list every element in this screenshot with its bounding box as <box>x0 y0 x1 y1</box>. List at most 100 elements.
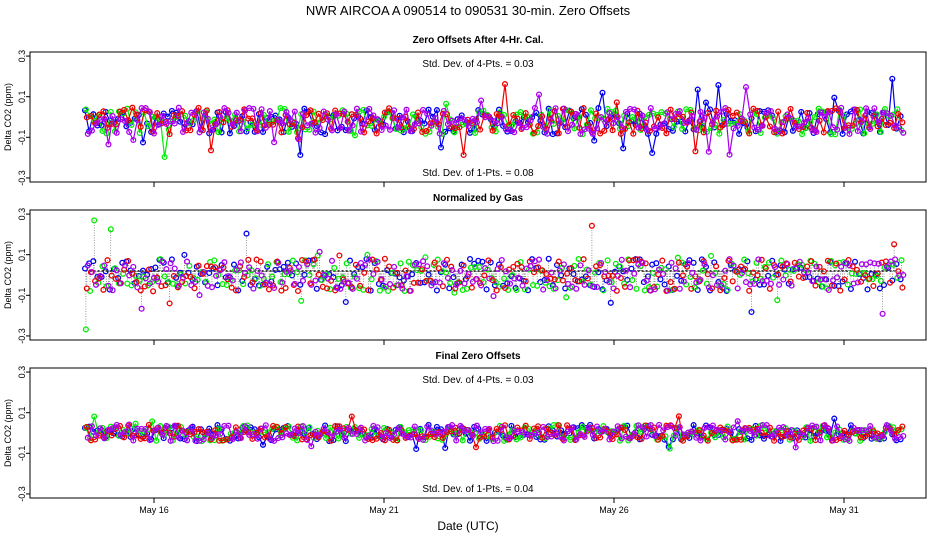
data-point <box>664 109 671 116</box>
data-point <box>342 438 349 445</box>
data-point <box>817 437 824 444</box>
data-point <box>322 435 330 442</box>
data-point <box>460 151 467 159</box>
data-point <box>680 278 687 285</box>
data-point <box>639 112 646 119</box>
data-point <box>306 424 313 431</box>
data-point <box>659 432 666 439</box>
plot-frame <box>29 367 927 499</box>
data-point <box>564 428 572 435</box>
data-point <box>498 113 505 121</box>
data-point <box>125 257 132 265</box>
data-point <box>444 274 451 282</box>
data-point <box>457 267 464 274</box>
y-tick-label: -0.1 <box>17 446 27 462</box>
data-point <box>569 424 576 431</box>
data-point <box>738 270 745 277</box>
data-point <box>254 128 261 135</box>
data-point <box>144 123 152 130</box>
data-point <box>713 263 720 270</box>
data-point <box>510 263 517 270</box>
data-point <box>784 431 791 439</box>
data-point <box>84 434 91 441</box>
data-point <box>428 427 435 434</box>
plot-frame <box>29 51 927 183</box>
data-point <box>232 287 239 294</box>
data-point <box>481 433 488 440</box>
data-point <box>316 248 323 255</box>
data-point <box>842 124 849 131</box>
data-point <box>450 274 457 281</box>
data-point <box>627 435 634 442</box>
data-point <box>493 287 500 294</box>
data-point <box>742 84 750 91</box>
data-point <box>667 279 674 286</box>
data-point <box>105 282 112 289</box>
data-point <box>755 126 762 133</box>
data-point <box>713 113 721 120</box>
data-point <box>90 258 97 265</box>
data-point <box>407 128 414 135</box>
data-point <box>866 275 873 282</box>
data-point <box>121 106 128 113</box>
data-point <box>653 260 660 267</box>
data-point <box>551 108 558 115</box>
data-point <box>877 277 884 284</box>
data-point <box>130 136 137 144</box>
data-point <box>697 276 704 283</box>
data-point <box>179 427 187 434</box>
data-point <box>850 424 857 431</box>
data-point <box>518 264 525 271</box>
data-point <box>655 114 662 121</box>
data-point <box>631 270 638 277</box>
data-point <box>225 109 232 116</box>
data-point <box>264 263 271 270</box>
data-point <box>150 274 158 281</box>
data-point <box>279 434 286 441</box>
data-point <box>700 258 707 265</box>
data-point <box>166 131 173 138</box>
data-point <box>742 425 750 432</box>
data-point <box>104 257 111 264</box>
data-point <box>236 116 244 124</box>
data-point <box>587 107 595 114</box>
data-point <box>804 263 811 270</box>
data-point <box>600 287 607 294</box>
data-point <box>693 126 700 133</box>
data-point <box>592 269 599 276</box>
data-point <box>805 115 812 122</box>
data-point <box>405 258 412 265</box>
data-point <box>813 423 820 430</box>
data-point <box>871 105 878 112</box>
data-point <box>390 284 397 291</box>
data-point <box>823 434 831 441</box>
data-point <box>471 260 478 267</box>
data-point <box>775 430 782 437</box>
data-point <box>635 124 642 131</box>
data-point <box>315 271 322 278</box>
data-point <box>265 261 272 268</box>
data-point <box>242 423 249 430</box>
data-point <box>766 123 773 130</box>
data-point <box>436 279 443 286</box>
data-point <box>208 127 216 134</box>
data-point <box>452 285 459 292</box>
data-point <box>434 256 441 263</box>
data-point <box>477 126 484 133</box>
data-point <box>320 108 327 115</box>
data-point <box>568 265 575 272</box>
data-point <box>275 117 282 124</box>
data-point <box>798 108 805 115</box>
data-point <box>184 437 191 444</box>
data-point <box>857 278 865 285</box>
data-point <box>825 425 832 432</box>
data-point <box>821 113 828 120</box>
data-point <box>295 136 302 143</box>
data-point <box>87 112 95 120</box>
data-point <box>332 107 339 114</box>
data-point <box>838 433 845 440</box>
data-point <box>738 115 745 122</box>
data-point <box>544 130 551 137</box>
data-point <box>357 115 364 122</box>
data-point <box>108 272 115 279</box>
